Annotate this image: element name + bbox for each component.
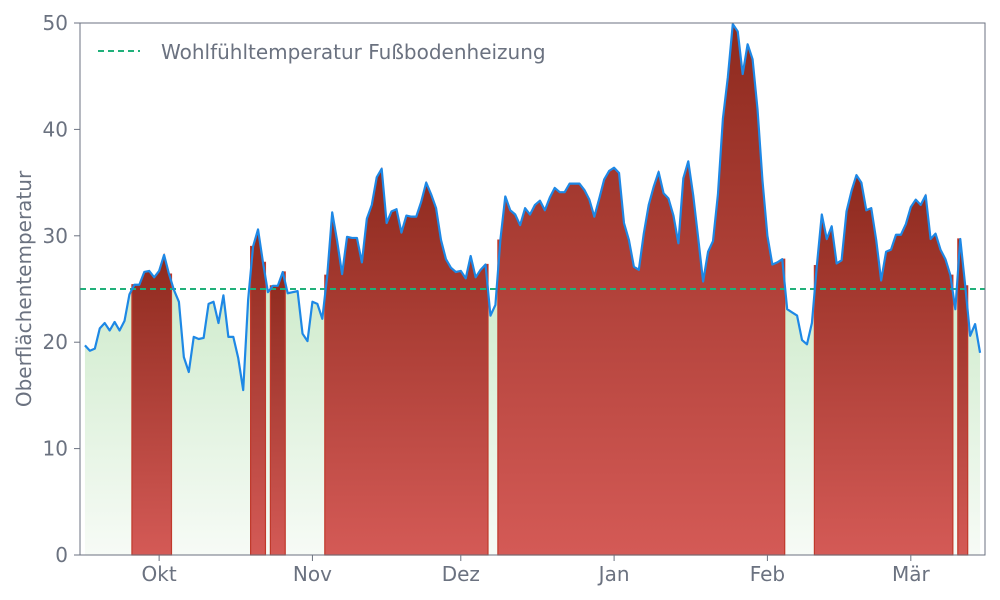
y-axis-title: Oberflächentemperatur xyxy=(12,170,36,407)
series-layer xyxy=(84,22,982,392)
y-tick-label: 10 xyxy=(43,437,68,461)
area-above-threshold xyxy=(131,252,173,556)
y-tick-label: 40 xyxy=(43,117,68,141)
series-line xyxy=(84,22,982,392)
x-tick-label: Okt xyxy=(142,562,177,586)
y-tick-label: 30 xyxy=(43,224,68,248)
x-tick-label: Feb xyxy=(750,562,785,586)
area-above-threshold xyxy=(269,271,286,556)
x-tick-label: Nov xyxy=(293,562,332,586)
y-tick-label: 50 xyxy=(43,11,68,35)
legend: Wohlfühltemperatur Fußbodenheizung xyxy=(98,40,546,64)
y-tick-label: 0 xyxy=(55,543,68,567)
y-tick-label: 20 xyxy=(43,330,68,354)
area-above-threshold xyxy=(250,229,267,556)
x-tick-label: Dez xyxy=(442,562,480,586)
legend-label-threshold: Wohlfühltemperatur Fußbodenheizung xyxy=(161,40,546,64)
area-above-threshold xyxy=(324,166,489,556)
plot-frame xyxy=(79,22,986,556)
x-tick-label: Jan xyxy=(597,562,630,586)
area-above-threshold xyxy=(813,173,954,556)
x-tick-label: Mär xyxy=(892,562,931,586)
axes: 0 10 20 30 40 50 Okt Nov Dez Jan Feb Mär xyxy=(43,11,986,586)
